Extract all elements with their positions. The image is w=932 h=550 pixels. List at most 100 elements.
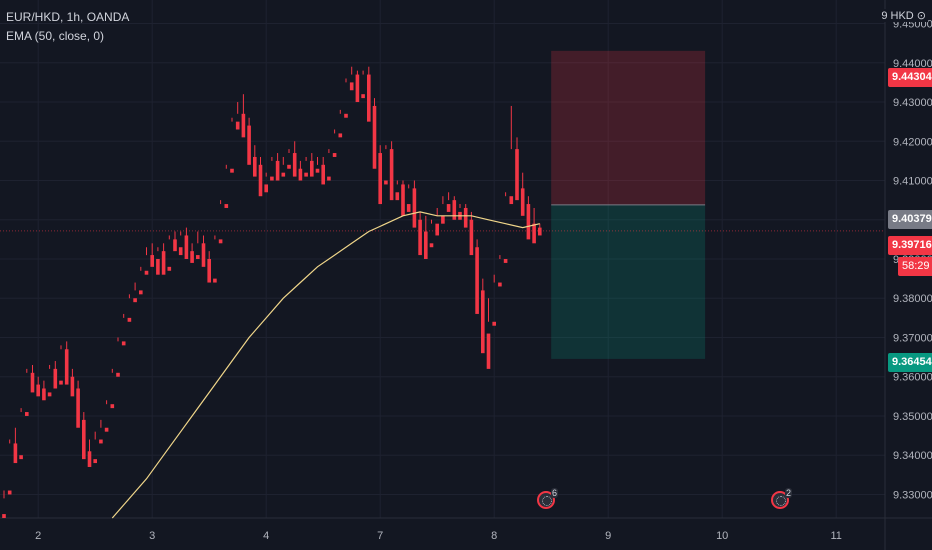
candle-body: [93, 459, 97, 464]
candle-body: [304, 172, 308, 177]
candle-body: [412, 188, 417, 228]
candle-body: [213, 278, 217, 283]
candle-body: [520, 188, 525, 216]
bar-countdown-tag: 58:29: [898, 257, 932, 276]
candle-body: [82, 419, 86, 460]
event-count: 2: [785, 488, 793, 498]
candle-body: [503, 259, 508, 263]
time-tick-label: 2: [35, 530, 41, 542]
candle-body: [59, 380, 63, 385]
candle-body: [30, 372, 35, 393]
price-tick-label: 9.35000: [893, 411, 932, 423]
candle-body: [190, 251, 194, 263]
candle-body: [167, 266, 172, 271]
time-tick-label: 3: [149, 530, 155, 542]
candle-body: [25, 412, 29, 416]
candle-body: [173, 239, 177, 252]
price-tick-label: 9.37000: [893, 332, 932, 344]
candle-body: [469, 219, 474, 256]
take-profit-zone: [551, 204, 706, 359]
candle-body: [258, 164, 263, 197]
candle-body: [104, 427, 109, 432]
economic-event-marker[interactable]: 2: [771, 488, 793, 509]
price-tick-label: 9.42000: [893, 136, 932, 148]
candle-body: [2, 514, 6, 518]
candle-body: [498, 282, 502, 287]
candle-body: [64, 349, 69, 385]
time-tick-label: 11: [830, 530, 841, 542]
candle-body: [292, 153, 297, 177]
candle-body: [532, 223, 536, 244]
candle-body: [13, 443, 18, 464]
candle-body: [150, 255, 154, 267]
candle-body: [486, 333, 491, 369]
candle-body: [452, 200, 457, 220]
candle-body: [230, 168, 234, 173]
candle-body: [178, 247, 183, 256]
ema-line: [111, 211, 540, 519]
candle-body: [332, 153, 337, 157]
stop-loss-price-tag: 9.44304: [888, 68, 932, 87]
candle-body: [344, 113, 348, 118]
candle-body: [481, 290, 485, 354]
candle-body: [70, 376, 75, 397]
candle-body: [241, 113, 246, 138]
candle-body: [338, 133, 343, 138]
candle-body: [298, 168, 303, 181]
candle-body: [76, 388, 80, 428]
candle-body: [247, 125, 251, 165]
time-tick-label: 7: [377, 530, 383, 542]
calendar-icon: [776, 496, 786, 506]
candle-body: [446, 204, 451, 212]
candle-body: [264, 184, 268, 193]
candle-body: [36, 384, 40, 397]
ema-indicator-label[interactable]: EMA (50, close, 0): [6, 29, 105, 43]
candle-body: [349, 82, 354, 91]
candle-body: [139, 290, 143, 295]
candle-body: [355, 74, 360, 103]
candle-body: [224, 204, 229, 208]
candle-body: [509, 196, 514, 205]
candle-body: [116, 372, 120, 377]
symbol-title[interactable]: EUR/HKD, 1h, OANDA: [6, 10, 130, 24]
candle-body: [184, 235, 189, 259]
chart-legend[interactable]: EUR/HKD, 1h, OANDA EMA (50, close, 0): [6, 8, 129, 46]
candle-body: [218, 239, 223, 244]
candle-body: [201, 243, 206, 267]
candle-body: [235, 121, 240, 130]
candle-body: [538, 227, 542, 236]
candle-body: [161, 251, 166, 275]
candle-body: [42, 388, 46, 401]
candle-body: [281, 172, 286, 177]
time-tick-label: 10: [716, 530, 728, 542]
candle-body: [315, 168, 320, 173]
price-tick-label: 9.43000: [893, 97, 932, 109]
candle-body: [127, 317, 132, 322]
entry-price-tag: 9.40379: [888, 210, 932, 229]
price-tick-label: 9.34000: [893, 450, 932, 462]
candle-body: [47, 392, 52, 397]
take-profit-price-tag: 9.36454: [888, 353, 932, 372]
candle-body: [321, 164, 325, 185]
candle-body: [156, 259, 160, 275]
currency-label[interactable]: 9 HKD ⊙: [879, 9, 928, 22]
candle-body: [121, 341, 126, 346]
economic-event-marker[interactable]: 6: [537, 488, 559, 509]
candle-body: [361, 94, 365, 99]
candle-body: [424, 231, 428, 259]
candle-body: [196, 255, 200, 259]
candle-body: [401, 184, 405, 216]
candle-body: [275, 160, 280, 181]
candle-body: [492, 321, 496, 326]
candle-body: [19, 455, 23, 460]
candle-body: [327, 176, 331, 181]
price-tick-label: 9.44000: [893, 58, 932, 70]
last-price-tag: 9.39716: [888, 236, 932, 255]
candle-body: [463, 207, 468, 228]
candle-body: [406, 204, 411, 212]
candle-body: [441, 215, 445, 224]
candle-body: [7, 490, 12, 495]
candle-body: [110, 404, 115, 409]
